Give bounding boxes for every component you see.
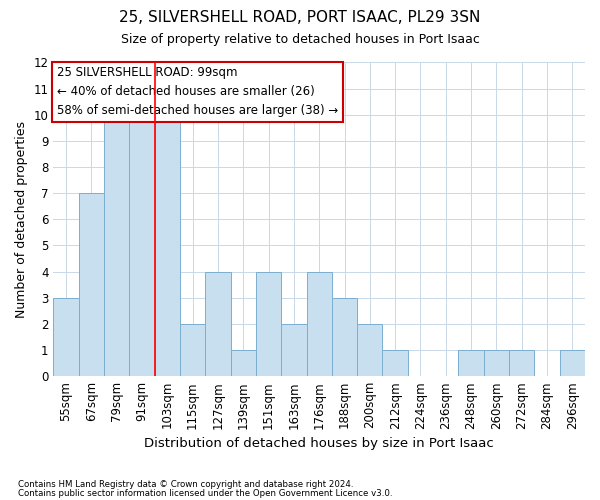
Bar [130,115,155,376]
X-axis label: Distribution of detached houses by size in Port Isaac: Distribution of detached houses by size … [145,437,494,450]
Bar [382,350,408,376]
Bar [484,350,509,376]
Bar [281,324,307,376]
Bar [180,324,205,376]
Bar [307,272,332,376]
Bar [560,350,585,376]
Bar [104,115,130,376]
Text: Size of property relative to detached houses in Port Isaac: Size of property relative to detached ho… [121,32,479,46]
Bar [357,324,382,376]
Bar [509,350,535,376]
Bar [458,350,484,376]
Bar [79,193,104,376]
Bar [53,298,79,376]
Bar [155,115,180,376]
Bar [230,350,256,376]
Text: Contains HM Land Registry data © Crown copyright and database right 2024.: Contains HM Land Registry data © Crown c… [18,480,353,489]
Text: Contains public sector information licensed under the Open Government Licence v3: Contains public sector information licen… [18,488,392,498]
Bar [332,298,357,376]
Y-axis label: Number of detached properties: Number of detached properties [15,121,28,318]
Text: 25, SILVERSHELL ROAD, PORT ISAAC, PL29 3SN: 25, SILVERSHELL ROAD, PORT ISAAC, PL29 3… [119,10,481,25]
Bar [256,272,281,376]
Bar [205,272,230,376]
Text: 25 SILVERSHELL ROAD: 99sqm
← 40% of detached houses are smaller (26)
58% of semi: 25 SILVERSHELL ROAD: 99sqm ← 40% of deta… [57,66,338,118]
